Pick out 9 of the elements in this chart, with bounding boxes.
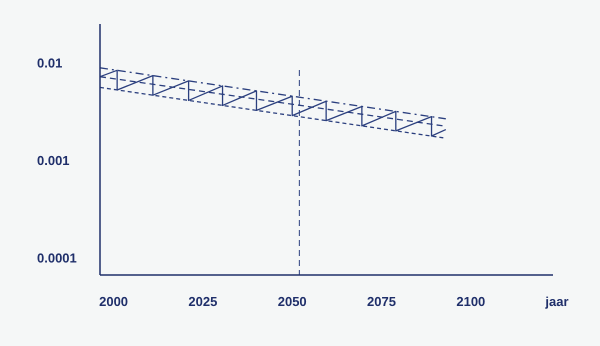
y-tick-label: 0.01 <box>37 55 62 70</box>
x-tick-label: 2100 <box>456 294 486 309</box>
x-tick-label: 2000 <box>99 294 128 309</box>
x-tick-label: 2050 <box>278 294 307 309</box>
x-tick-label: 2075 <box>367 294 396 309</box>
y-tick-label: 0.001 <box>37 152 70 168</box>
y-tick-label: 0.0001 <box>37 250 77 266</box>
x-axis-title: jaar <box>544 294 569 309</box>
x-tick-label: 2025 <box>188 294 218 309</box>
